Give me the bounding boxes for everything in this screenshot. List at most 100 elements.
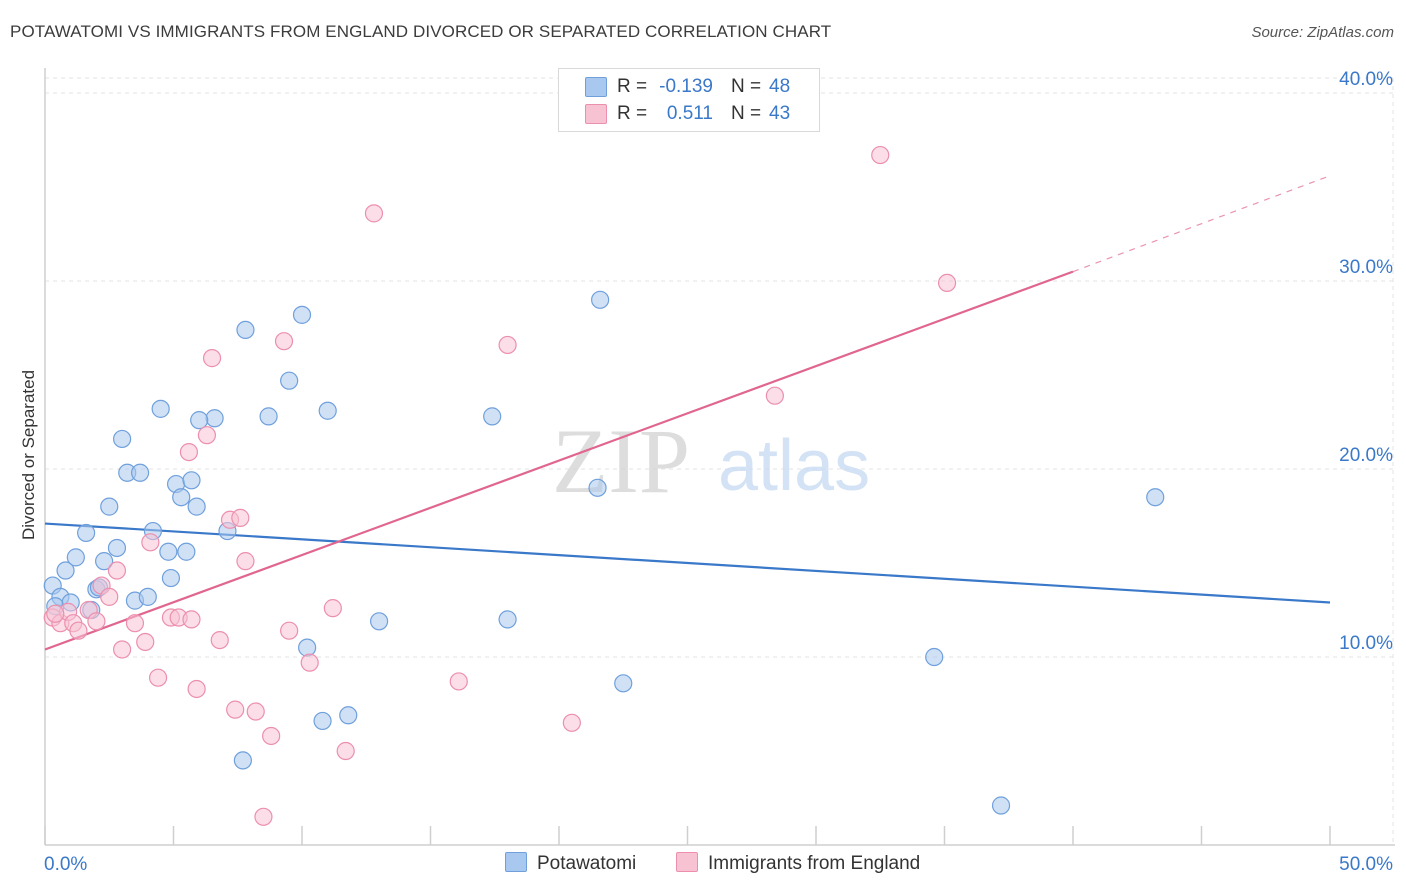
point-potawatomi: [588, 478, 607, 497]
point-england: [498, 335, 517, 355]
legend-n-value-england: 43: [769, 103, 791, 124]
point-potawatomi: [161, 568, 181, 588]
legend-n-value-potawatomi: 48: [769, 76, 791, 97]
point-england: [336, 741, 355, 761]
point-england: [69, 621, 88, 640]
watermark-atlas: atlas: [718, 426, 870, 506]
point-england: [364, 204, 384, 223]
point-potawatomi: [77, 523, 96, 543]
point-england: [187, 679, 206, 699]
series-swatch-potawatomi: [505, 852, 527, 872]
y-tick-label: 30.0%: [1339, 257, 1393, 278]
point-potawatomi: [107, 538, 127, 558]
chart-source: Source: ZipAtlas.com: [1251, 24, 1394, 41]
legend-r-label: R =: [617, 103, 648, 124]
watermark: ZIP atlas: [552, 410, 870, 512]
point-potawatomi: [190, 411, 209, 430]
point-england: [46, 604, 65, 623]
point-england: [236, 552, 255, 571]
trend-lines: [44, 175, 1331, 651]
point-england: [112, 640, 132, 659]
point-england: [87, 612, 106, 631]
legend-r-value-england: 0.511: [666, 103, 713, 124]
point-england: [562, 713, 581, 732]
x-tick-label-min: 0.0%: [44, 854, 87, 875]
point-potawatomi: [280, 371, 299, 390]
point-england: [179, 443, 199, 462]
point-england: [197, 426, 217, 445]
point-england: [449, 672, 468, 691]
point-potawatomi: [292, 305, 312, 324]
trend-line-england: [44, 270, 1074, 651]
trend-line-england-extension: [1072, 175, 1331, 273]
chart-title: POTAWATOMI VS IMMIGRANTS FROM ENGLAND DI…: [10, 22, 832, 41]
point-potawatomi: [182, 471, 201, 490]
point-potawatomi: [177, 542, 196, 561]
point-potawatomi: [159, 542, 178, 561]
point-england: [300, 653, 319, 672]
point-england: [136, 632, 155, 652]
point-england: [323, 599, 342, 618]
point-england: [231, 508, 250, 527]
point-potawatomi: [130, 463, 150, 482]
point-england: [937, 273, 957, 293]
data-points: [43, 145, 1165, 826]
point-england: [141, 533, 160, 552]
point-england: [274, 332, 294, 351]
point-potawatomi: [112, 429, 132, 449]
point-england: [148, 668, 168, 687]
legend-swatch-england: [585, 104, 607, 124]
series-legend-potawatomi: Potawatomi: [505, 852, 636, 875]
point-potawatomi: [370, 612, 389, 631]
point-england: [182, 610, 201, 629]
point-potawatomi: [151, 399, 170, 418]
point-potawatomi: [591, 290, 610, 309]
point-potawatomi: [614, 674, 633, 693]
point-potawatomi: [236, 320, 255, 340]
point-potawatomi: [233, 751, 252, 770]
point-potawatomi: [313, 711, 332, 731]
series-name-england: Immigrants from England: [708, 853, 921, 874]
point-potawatomi: [925, 647, 944, 667]
point-england: [246, 702, 265, 721]
point-potawatomi: [991, 796, 1011, 815]
legend-n-label: N =: [731, 76, 762, 97]
point-potawatomi: [56, 561, 75, 580]
point-england: [280, 621, 299, 640]
point-england: [254, 807, 273, 826]
correlation-legend: R = -0.139 N = 48 R = 0.511 N = 43: [558, 68, 820, 132]
point-potawatomi: [298, 638, 317, 657]
point-potawatomi: [339, 706, 358, 725]
point-england: [202, 349, 222, 368]
point-potawatomi: [100, 497, 119, 516]
point-england: [226, 700, 245, 719]
axis-labels: 10.0% 20.0% 30.0% 40.0% 0.0% 50.0% Divorced or…: [19, 69, 1393, 875]
point-potawatomi: [138, 587, 157, 606]
y-axis-label: Divorced or Separated: [19, 370, 38, 540]
watermark-zip: ZIP: [552, 410, 690, 512]
point-england: [210, 630, 229, 650]
point-potawatomi: [483, 407, 502, 426]
point-england: [125, 614, 145, 633]
legend-r-value-potawatomi: -0.139: [659, 76, 713, 97]
y-tick-label: 40.0%: [1339, 69, 1393, 90]
point-potawatomi: [172, 488, 191, 507]
axes: [44, 68, 1395, 846]
legend-n-label: N =: [731, 103, 762, 124]
point-potawatomi: [259, 407, 278, 426]
point-england: [107, 561, 127, 580]
point-potawatomi: [66, 548, 85, 567]
series-legend-england: Immigrants from England: [676, 852, 920, 875]
series-name-potawatomi: Potawatomi: [537, 853, 637, 874]
x-tick-label-max: 50.0%: [1339, 854, 1393, 875]
point-potawatomi: [205, 409, 224, 428]
y-tick-label: 20.0%: [1339, 445, 1393, 466]
point-england: [871, 145, 890, 165]
legend-r-label: R =: [617, 76, 648, 97]
series-swatch-england: [676, 852, 698, 872]
legend-swatch-potawatomi: [585, 77, 607, 97]
point-potawatomi: [1146, 488, 1165, 507]
point-england: [765, 386, 784, 405]
point-potawatomi: [498, 610, 517, 629]
